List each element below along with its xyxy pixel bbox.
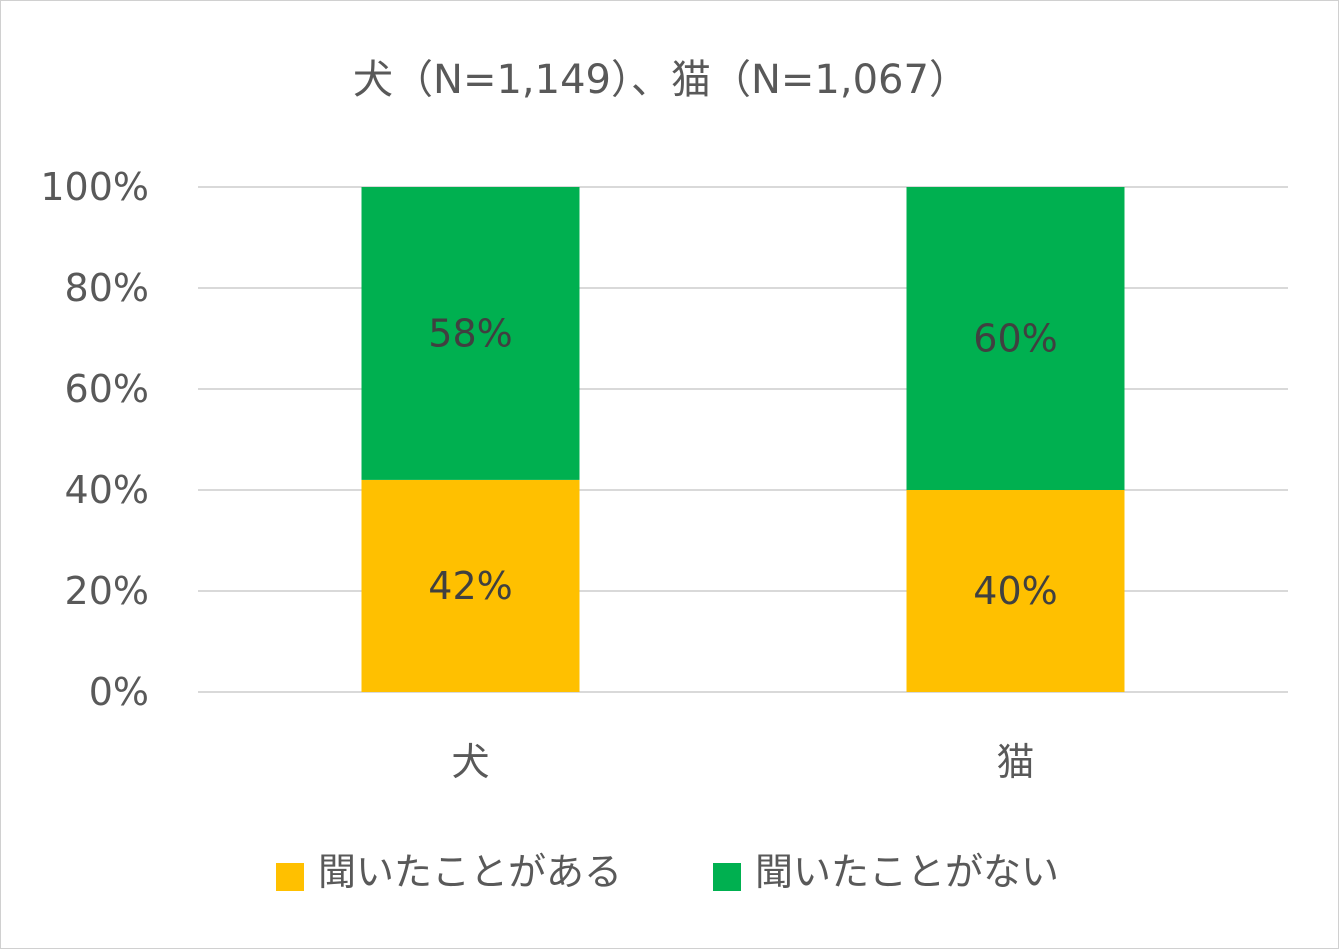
data-labels: 42% 58% 40% 60% [428, 311, 1057, 613]
chart-title: 犬（N=1,149）、猫（N=1,067） [353, 57, 969, 103]
y-tick-label: 60% [65, 367, 149, 411]
x-axis-categories: 犬猫 [451, 740, 1034, 784]
y-tick-label: 0% [89, 670, 149, 714]
data-label: 40% [973, 569, 1057, 613]
y-tick-label: 40% [65, 468, 149, 512]
x-category-label: 猫 [996, 740, 1034, 784]
legend-label: 聞いたことがない [755, 850, 1059, 894]
legend-label: 聞いたことがある [318, 850, 622, 894]
y-tick-label: 20% [65, 569, 149, 613]
legend-swatch [713, 863, 741, 891]
legend: 聞いたことがある 聞いたことがない [276, 850, 1059, 894]
y-tick-label: 80% [65, 266, 149, 310]
data-label: 60% [973, 317, 1057, 361]
legend-swatch [276, 863, 304, 891]
bar-segment [361, 479, 580, 692]
bars [361, 187, 1125, 692]
bar-segment [906, 187, 1125, 490]
y-tick-label: 100% [40, 165, 149, 209]
data-label: 58% [428, 311, 512, 355]
bar-segment [906, 490, 1125, 692]
bar-segment [361, 187, 580, 480]
x-category-label: 犬 [451, 740, 489, 784]
y-axis-ticks: 0% 20% 40% 60% 80% 100% [40, 165, 149, 714]
data-label: 42% [428, 564, 512, 608]
